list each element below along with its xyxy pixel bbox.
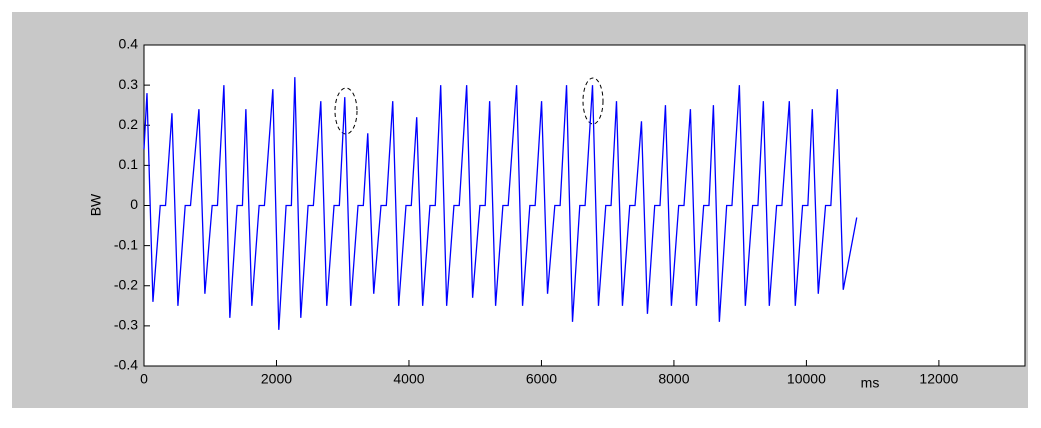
annotation-ellipse — [582, 77, 604, 125]
y-tick-label: -0.3 — [114, 317, 138, 333]
y-tick-label: -0.4 — [114, 357, 138, 373]
x-tick-label: 8000 — [658, 371, 689, 387]
x-axis-label: ms — [861, 375, 880, 391]
x-tick-label: 6000 — [526, 371, 557, 387]
y-tick-label: 0.4 — [119, 36, 139, 52]
annotation-ellipse — [334, 87, 358, 135]
x-tick-label: 0 — [140, 371, 148, 387]
y-tick-label: -0.2 — [114, 276, 138, 292]
x-tick-label: 4000 — [393, 371, 424, 387]
data-line — [143, 77, 858, 330]
x-tick-label: 12000 — [919, 371, 958, 387]
y-tick-label: 0.3 — [119, 76, 139, 92]
x-tick-label: 2000 — [261, 371, 292, 387]
y-tick-label: 0 — [130, 196, 138, 212]
y-tick-label: 0.2 — [119, 116, 139, 132]
x-tick-label: 10000 — [787, 371, 826, 387]
y-tick-label: 0.1 — [119, 156, 139, 172]
y-axis-label: BW — [88, 193, 104, 216]
y-tick-label: -0.1 — [114, 236, 138, 252]
